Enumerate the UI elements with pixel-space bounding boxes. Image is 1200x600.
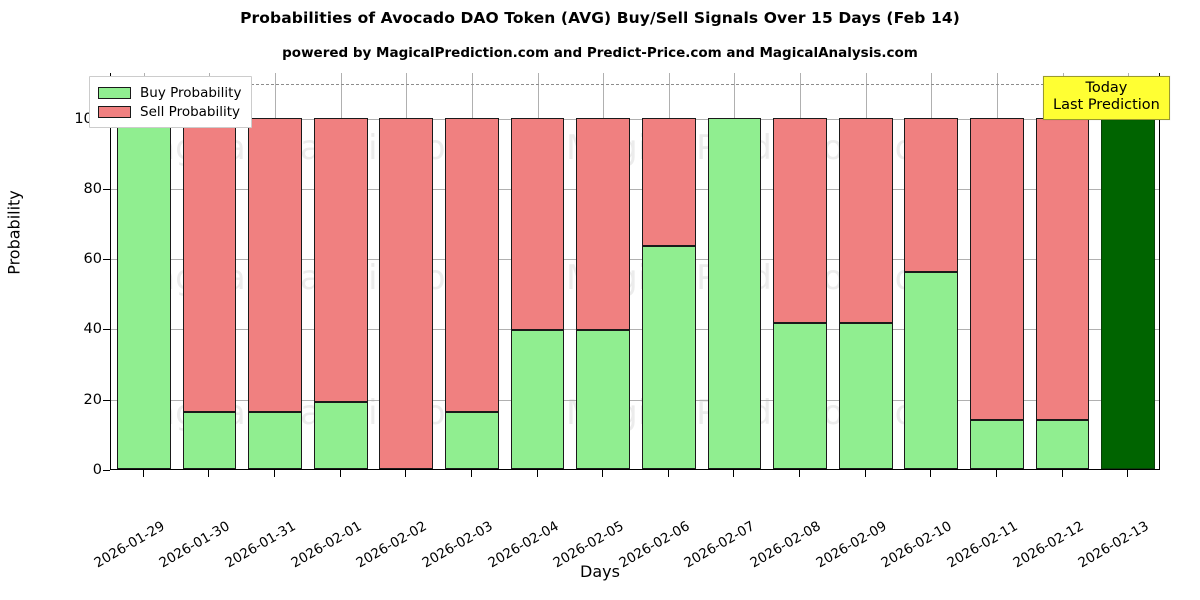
bar-segment-buy[interactable] xyxy=(838,323,893,469)
bar-segment-sell[interactable] xyxy=(510,117,565,330)
y-axis-label: Probability xyxy=(4,190,24,275)
y-tick-mark xyxy=(103,259,110,261)
y-tick-label: 80 xyxy=(83,180,102,197)
y-tick-mark xyxy=(103,399,110,401)
bar-segment-sell[interactable] xyxy=(248,117,302,413)
bar-segment-buy[interactable] xyxy=(1035,419,1090,469)
x-tick-mark xyxy=(865,470,866,477)
bar-group[interactable] xyxy=(248,73,302,469)
bar-segment-sell[interactable] xyxy=(970,117,1024,420)
bar-group[interactable] xyxy=(1035,73,1090,469)
x-tick-mark xyxy=(143,470,144,477)
bar-segment-buy[interactable] xyxy=(904,271,959,469)
y-tick-label: 0 xyxy=(92,462,102,478)
x-tick-mark xyxy=(208,470,209,477)
bar-segment-buy[interactable] xyxy=(313,401,368,469)
bar-group[interactable] xyxy=(773,73,827,469)
bar-segment-sell[interactable] xyxy=(838,117,893,324)
bar-segment-buy[interactable] xyxy=(248,412,302,469)
bar-group[interactable] xyxy=(445,73,499,469)
bar-group[interactable] xyxy=(116,73,171,469)
bar-group[interactable] xyxy=(707,73,762,469)
x-tick-mark xyxy=(274,470,275,477)
x-tick-mark xyxy=(1062,470,1063,477)
legend-item-buy[interactable]: Buy Probability xyxy=(98,83,241,102)
x-tick-mark xyxy=(471,470,472,477)
x-axis-label: Days xyxy=(580,562,620,581)
y-tick-label: 60 xyxy=(83,251,102,268)
x-tick-mark xyxy=(930,470,931,477)
grid-line-horizontal xyxy=(111,259,1159,261)
legend-label-sell: Sell Probability xyxy=(140,103,241,120)
plot-inner: MagicalAnalysis.comMagicalPrediction.com… xyxy=(111,73,1159,469)
bar-segment-buy[interactable] xyxy=(445,412,499,469)
plot-area: MagicalAnalysis.comMagicalPrediction.com… xyxy=(110,73,1160,470)
bar-group[interactable] xyxy=(379,73,434,469)
y-tick-mark xyxy=(103,329,110,331)
chart-subtitle: powered by MagicalPrediction.com and Pre… xyxy=(282,45,918,61)
bar-segment-buy[interactable] xyxy=(510,329,565,469)
x-tick-mark xyxy=(405,470,406,477)
grid-line-horizontal xyxy=(111,329,1159,331)
today-annotation-line2: Last Prediction xyxy=(1053,96,1160,113)
chart-title: Probabilities of Avocado DAO Token (AVG)… xyxy=(240,9,960,27)
bar-segment-buy[interactable] xyxy=(773,323,827,469)
x-tick-mark xyxy=(537,470,538,477)
bar-segment-buy[interactable] xyxy=(182,412,237,469)
grid-line-horizontal xyxy=(111,188,1159,190)
bar-group[interactable] xyxy=(641,73,696,469)
bar-group[interactable] xyxy=(838,73,893,469)
x-tick-mark xyxy=(340,470,341,477)
y-tick-label: 40 xyxy=(83,321,102,338)
chart-legend: Buy Probability Sell Probability xyxy=(89,76,253,128)
y-tick-mark xyxy=(103,188,110,190)
bar-group[interactable] xyxy=(904,73,959,469)
bar-segment-buy[interactable] xyxy=(707,117,762,469)
bar-segment-buy[interactable] xyxy=(970,419,1024,469)
x-tick-mark xyxy=(602,470,603,477)
bar-segment-sell[interactable] xyxy=(576,117,631,330)
legend-swatch-buy-icon xyxy=(98,86,131,99)
bar-group[interactable] xyxy=(576,73,631,469)
legend-swatch-sell-icon xyxy=(98,105,131,118)
grid-line-horizontal xyxy=(111,399,1159,401)
bar-group[interactable] xyxy=(182,73,237,469)
bar-group[interactable] xyxy=(970,73,1024,469)
x-tick-mark xyxy=(668,470,669,477)
grid-line-horizontal xyxy=(111,118,1159,120)
bar-segment-sell[interactable] xyxy=(773,117,827,324)
bar-segment-sell[interactable] xyxy=(904,117,959,272)
legend-item-sell[interactable]: Sell Probability xyxy=(98,102,241,121)
bar-group[interactable] xyxy=(1101,73,1156,469)
bar-segment-sell[interactable] xyxy=(379,117,434,469)
reference-dashed-line xyxy=(111,83,1159,85)
x-tick-mark xyxy=(733,470,734,477)
bar-segment-sell[interactable] xyxy=(445,117,499,413)
today-annotation-line1: Today xyxy=(1085,80,1128,96)
bar-segment-sell[interactable] xyxy=(1035,117,1090,420)
bar-group[interactable] xyxy=(313,73,368,469)
bar-segment-buy[interactable] xyxy=(116,117,171,469)
bar-segment-sell[interactable] xyxy=(641,117,696,246)
y-tick-label: 20 xyxy=(83,391,102,408)
x-tick-mark xyxy=(996,470,997,477)
legend-label-buy: Buy Probability xyxy=(140,84,242,101)
x-tick-mark xyxy=(799,470,800,477)
y-tick-mark xyxy=(103,470,110,471)
today-annotation: Today Last Prediction xyxy=(1043,76,1170,120)
bar-segment-buy[interactable] xyxy=(576,329,631,469)
bar-segment-buy[interactable] xyxy=(641,245,696,469)
bar-segment-sell[interactable] xyxy=(182,117,237,413)
bar-group[interactable] xyxy=(510,73,565,469)
bar-segment-today[interactable] xyxy=(1101,117,1156,469)
bar-segment-sell[interactable] xyxy=(313,117,368,402)
x-tick-mark xyxy=(1127,470,1128,477)
